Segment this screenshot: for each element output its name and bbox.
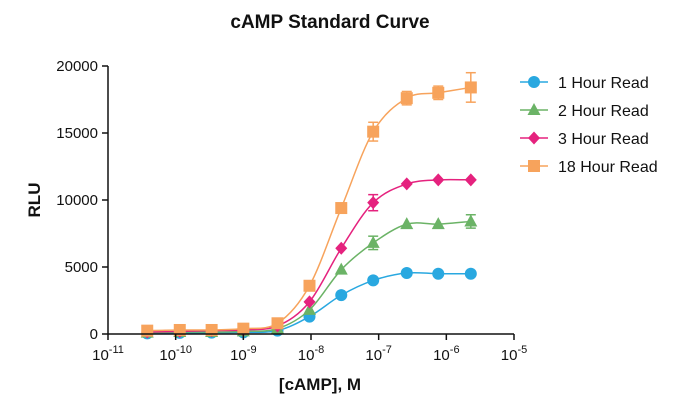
axes: 10-11 10-10 10-9 10-8 10-7 10-6 10-5 0 5000 10000…	[56, 58, 527, 364]
legend-marker	[528, 131, 540, 145]
plot-area	[140, 71, 478, 340]
y-tick-label: 10000	[56, 192, 98, 209]
data-point	[303, 279, 316, 292]
x-tick-label: 10-11	[92, 344, 124, 364]
data-point	[173, 323, 186, 336]
data-point	[464, 267, 477, 280]
y-tick-label: 5000	[65, 259, 98, 276]
series-line	[147, 86, 471, 332]
data-point	[431, 217, 445, 230]
data-point	[464, 173, 477, 187]
data-point	[303, 295, 316, 309]
legend-entry-2: 2 Hour Read	[520, 103, 649, 120]
x-tick-label: 10-5	[501, 344, 527, 364]
legend-label: 18 Hour Read	[558, 159, 658, 176]
data-point	[432, 267, 445, 280]
data-point	[400, 92, 413, 105]
data-point	[464, 214, 478, 227]
data-point	[334, 262, 348, 275]
legend-label: 3 Hour Read	[558, 131, 649, 148]
data-point	[432, 173, 445, 187]
data-point	[271, 317, 284, 330]
y-tick-label: 20000	[56, 58, 98, 75]
x-tick-label: 10-9	[230, 344, 256, 364]
data-point	[367, 125, 380, 138]
legend-label: 2 Hour Read	[558, 103, 649, 120]
data-point	[432, 86, 445, 99]
legend-marker	[528, 76, 540, 88]
legend-entry-1: 1 Hour Read	[520, 75, 649, 92]
legend-marker	[528, 160, 540, 172]
data-point	[302, 302, 316, 315]
data-point	[237, 322, 250, 335]
data-point	[205, 323, 218, 336]
data-point	[335, 202, 348, 215]
chart-title: cAMP Standard Curve	[230, 12, 429, 33]
legend-label: 1 Hour Read	[558, 75, 649, 92]
data-point	[141, 324, 154, 337]
data-point	[464, 81, 477, 94]
legend: 1 Hour Read 2 Hour Read 3 Hour Read 18 Hour…	[520, 75, 658, 176]
data-point	[400, 177, 413, 191]
data-point	[366, 235, 380, 248]
data-point	[335, 241, 348, 255]
x-tick-label: 10-7	[365, 344, 391, 364]
y-tick-label: 15000	[56, 125, 98, 142]
data-point	[400, 267, 413, 280]
x-axis-label: [cAMP], M	[279, 375, 361, 394]
data-point	[335, 289, 348, 302]
data-point	[400, 217, 414, 230]
x-tick-label: 10-8	[298, 344, 324, 364]
legend-entry-4: 18 Hour Read	[520, 159, 658, 176]
legend-marker	[527, 103, 541, 115]
x-tick-label: 10-6	[433, 344, 459, 364]
y-tick-label: 0	[90, 326, 98, 343]
data-point	[367, 196, 380, 210]
data-point	[367, 274, 380, 287]
legend-entry-3: 3 Hour Read	[520, 131, 649, 148]
x-tick-label: 10-10	[159, 344, 192, 364]
y-axis-label: RLU	[25, 183, 44, 218]
